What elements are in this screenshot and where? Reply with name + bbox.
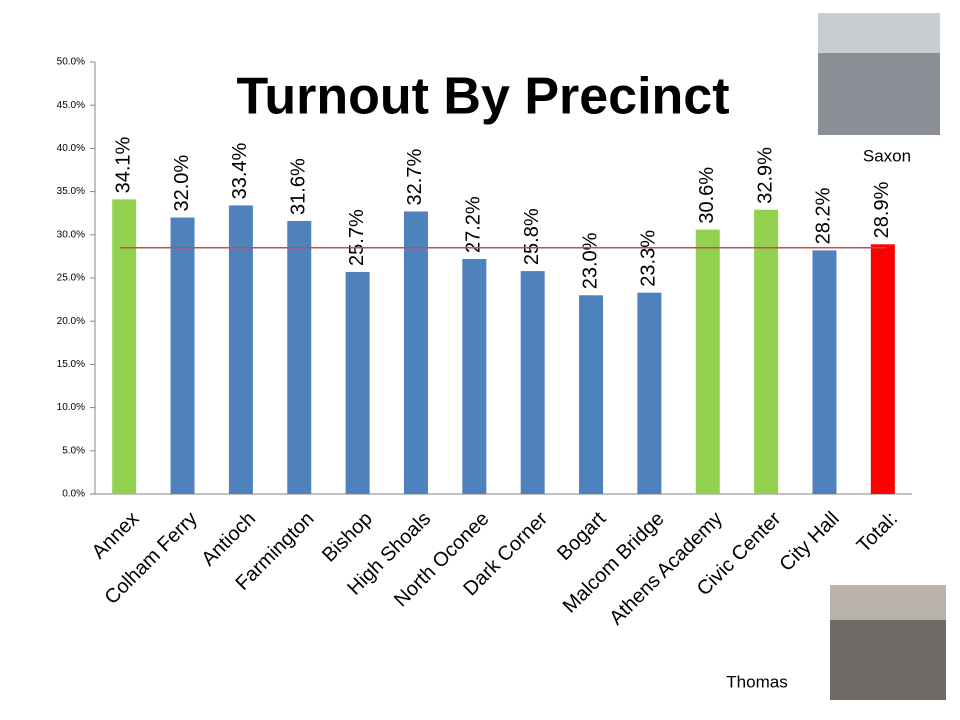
x-tick-label: Annex	[88, 508, 144, 564]
y-tick-label: 25.0%	[57, 273, 85, 284]
photo-background	[830, 585, 946, 620]
bar	[345, 271, 370, 494]
photo-background	[818, 13, 940, 53]
value-label: 30.6%	[696, 167, 718, 224]
value-label: 25.7%	[346, 209, 368, 266]
bar	[170, 217, 195, 494]
value-label: 23.0%	[579, 232, 601, 289]
value-label: 32.0%	[171, 155, 193, 212]
value-label: 33.4%	[229, 142, 251, 199]
x-tick-label: Malcom Bridge	[559, 508, 669, 618]
y-tick-label: 30.0%	[57, 229, 85, 240]
x-tick-label: City Hall	[776, 508, 844, 576]
bar	[112, 199, 137, 494]
bar	[403, 211, 428, 495]
value-label: 25.8%	[521, 208, 543, 265]
bar	[579, 295, 604, 494]
bar	[287, 220, 312, 494]
value-label: 28.9%	[871, 181, 893, 238]
value-label: 34.1%	[112, 136, 134, 193]
y-tick-label: 10.0%	[57, 402, 85, 413]
bar	[754, 209, 779, 494]
bar	[462, 258, 487, 494]
y-tick-label: 45.0%	[57, 100, 85, 111]
x-tick-label: Bishop	[318, 508, 377, 567]
caption: Saxon	[863, 146, 911, 165]
bar	[228, 205, 253, 494]
caption: Thomas	[726, 672, 787, 691]
chart-title: Turnout By Precinct	[236, 68, 729, 126]
x-tick-label: Total:	[853, 508, 902, 557]
y-tick-label: 0.0%	[62, 489, 85, 500]
value-label: 28.2%	[813, 187, 835, 244]
value-label: 27.2%	[463, 196, 485, 253]
bar	[870, 244, 895, 494]
y-tick-label: 35.0%	[57, 186, 85, 197]
bar	[637, 292, 662, 494]
y-tick-label: 40.0%	[57, 143, 85, 154]
bar	[695, 229, 720, 494]
value-label: 32.9%	[754, 147, 776, 204]
y-tick-label: 15.0%	[57, 359, 85, 370]
value-label: 31.6%	[288, 158, 310, 215]
y-tick-label: 50.0%	[57, 57, 85, 68]
bar	[812, 250, 837, 494]
value-label: 23.3%	[638, 230, 660, 287]
value-label: 32.7%	[404, 149, 426, 206]
bar	[520, 271, 545, 494]
y-tick-label: 5.0%	[62, 445, 85, 456]
y-tick-label: 20.0%	[57, 316, 85, 327]
x-tick-label: Bogart	[553, 507, 611, 565]
